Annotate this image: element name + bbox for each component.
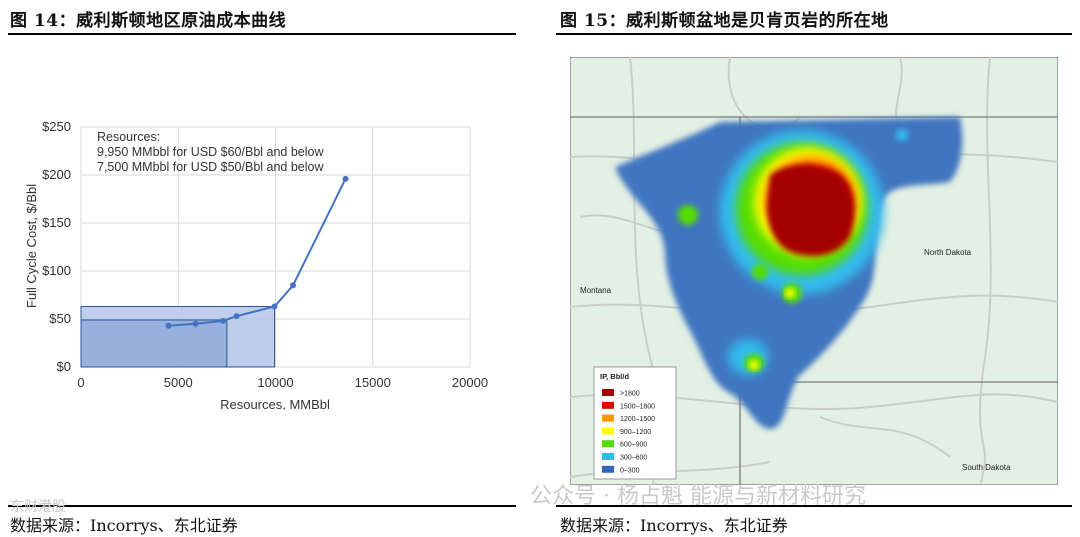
legend-title: IP, Bbl/d [600,372,629,381]
y-tick-label: $150 [42,215,71,230]
legend-label: 900–1200 [620,429,651,436]
right-source-note: 数据来源：Incorrys、东北证券 [560,516,788,535]
x-axis-label: Resources, MMBbl [220,397,330,410]
y-tick-label: $250 [42,119,71,134]
data-point [233,313,240,320]
legend-label: 300–600 [620,455,647,462]
series-line [168,178,347,327]
zone-300-600-c [896,129,908,141]
data-point [192,320,199,327]
right-title-rule [556,33,1072,35]
x-tick-label: 15000 [355,375,391,390]
data-point [219,317,226,324]
basin-heatmap [615,117,963,429]
data-point [271,303,278,310]
chart-annotation: Resources: 9,950 MMbbl for USD $60/Bbl a… [97,130,324,174]
zone-600-900-b [678,205,698,225]
zone-900-1200-c [749,360,759,370]
legend-items: >1800 1500–1800 1200–1500 900–1200 600–900 30… [602,389,655,474]
x-tick-label: 10000 [257,375,293,390]
watermark: 公众号 · 杨占魁 能源与新材料研究 [530,484,866,509]
right-figure-title: 图 15：威利斯顿盆地是贝肯页岩的所在地 [560,11,889,31]
legend-swatch [602,453,614,460]
state-label-north-dakota: North Dakota [924,248,972,257]
x-tick-label: 20000 [452,375,488,390]
legend-box [593,366,677,480]
legend-label: 0–300 [620,467,640,474]
zone-over-1800 [767,164,855,257]
annotation-line-0: Resources: [97,130,160,144]
legend-label: 1500–1800 [620,403,655,410]
annotation-line-2: 7,500 MMbbl for USD $50/Bbl and below [97,160,324,174]
highlight-box [80,319,228,368]
y-axis-label: Full Cycle Cost, $/Bbl [24,184,39,308]
left-title-rule [8,33,516,35]
y-tick-label: $200 [42,167,71,182]
williston-basin-map: North Dakota Montana South Dakota IP, Bb… [570,57,1058,485]
cost-curve-series [165,175,349,329]
legend-swatch [602,389,614,396]
map-legend: IP, Bbl/d >1800 1500–1800 1200–1500 900–120… [593,366,677,480]
x-tick-label: 5000 [164,375,193,390]
legend-label: >1800 [620,391,640,398]
state-label-montana: Montana [580,286,612,295]
y-tick-label: $0 [57,359,71,374]
legend-swatch [602,401,614,409]
legend-swatch [602,440,614,448]
y-tick-label: $100 [42,263,71,278]
left-source-rule [8,505,516,507]
left-figure-title: 图 14：威利斯顿地区原油成本曲线 [10,11,287,31]
data-point [165,322,172,329]
legend-swatch [602,465,614,473]
highlight-boxes [80,306,276,368]
y-tick-label: $50 [49,311,71,326]
state-label-south-dakota: South Dakota [962,463,1011,472]
zone-900-1200-b [785,288,795,298]
x-tick-label: 0 [77,375,84,390]
annotation-line-1: 9,950 MMbbl for USD $60/Bbl and below [97,145,324,159]
legend-label: 600–900 [620,442,647,449]
axis-ticks: $0 $50 $100 $150 $200 $250 0 5000 10000 15000 2000… [42,119,488,390]
left-watermark: 东财港股 [10,499,66,515]
legend-swatch [602,427,614,435]
data-point [342,175,349,182]
cost-curve-chart: $0 $50 $100 $150 $200 $250 0 5000 10000 15000 2000… [24,119,488,410]
legend-swatch [602,414,614,422]
zone-600-900-e [752,264,768,280]
left-source-note: 数据来源：Incorrys、东北证券 [10,516,238,535]
data-point [290,282,297,289]
legend-label: 1200–1500 [620,416,655,423]
right-source-rule [556,505,1072,507]
